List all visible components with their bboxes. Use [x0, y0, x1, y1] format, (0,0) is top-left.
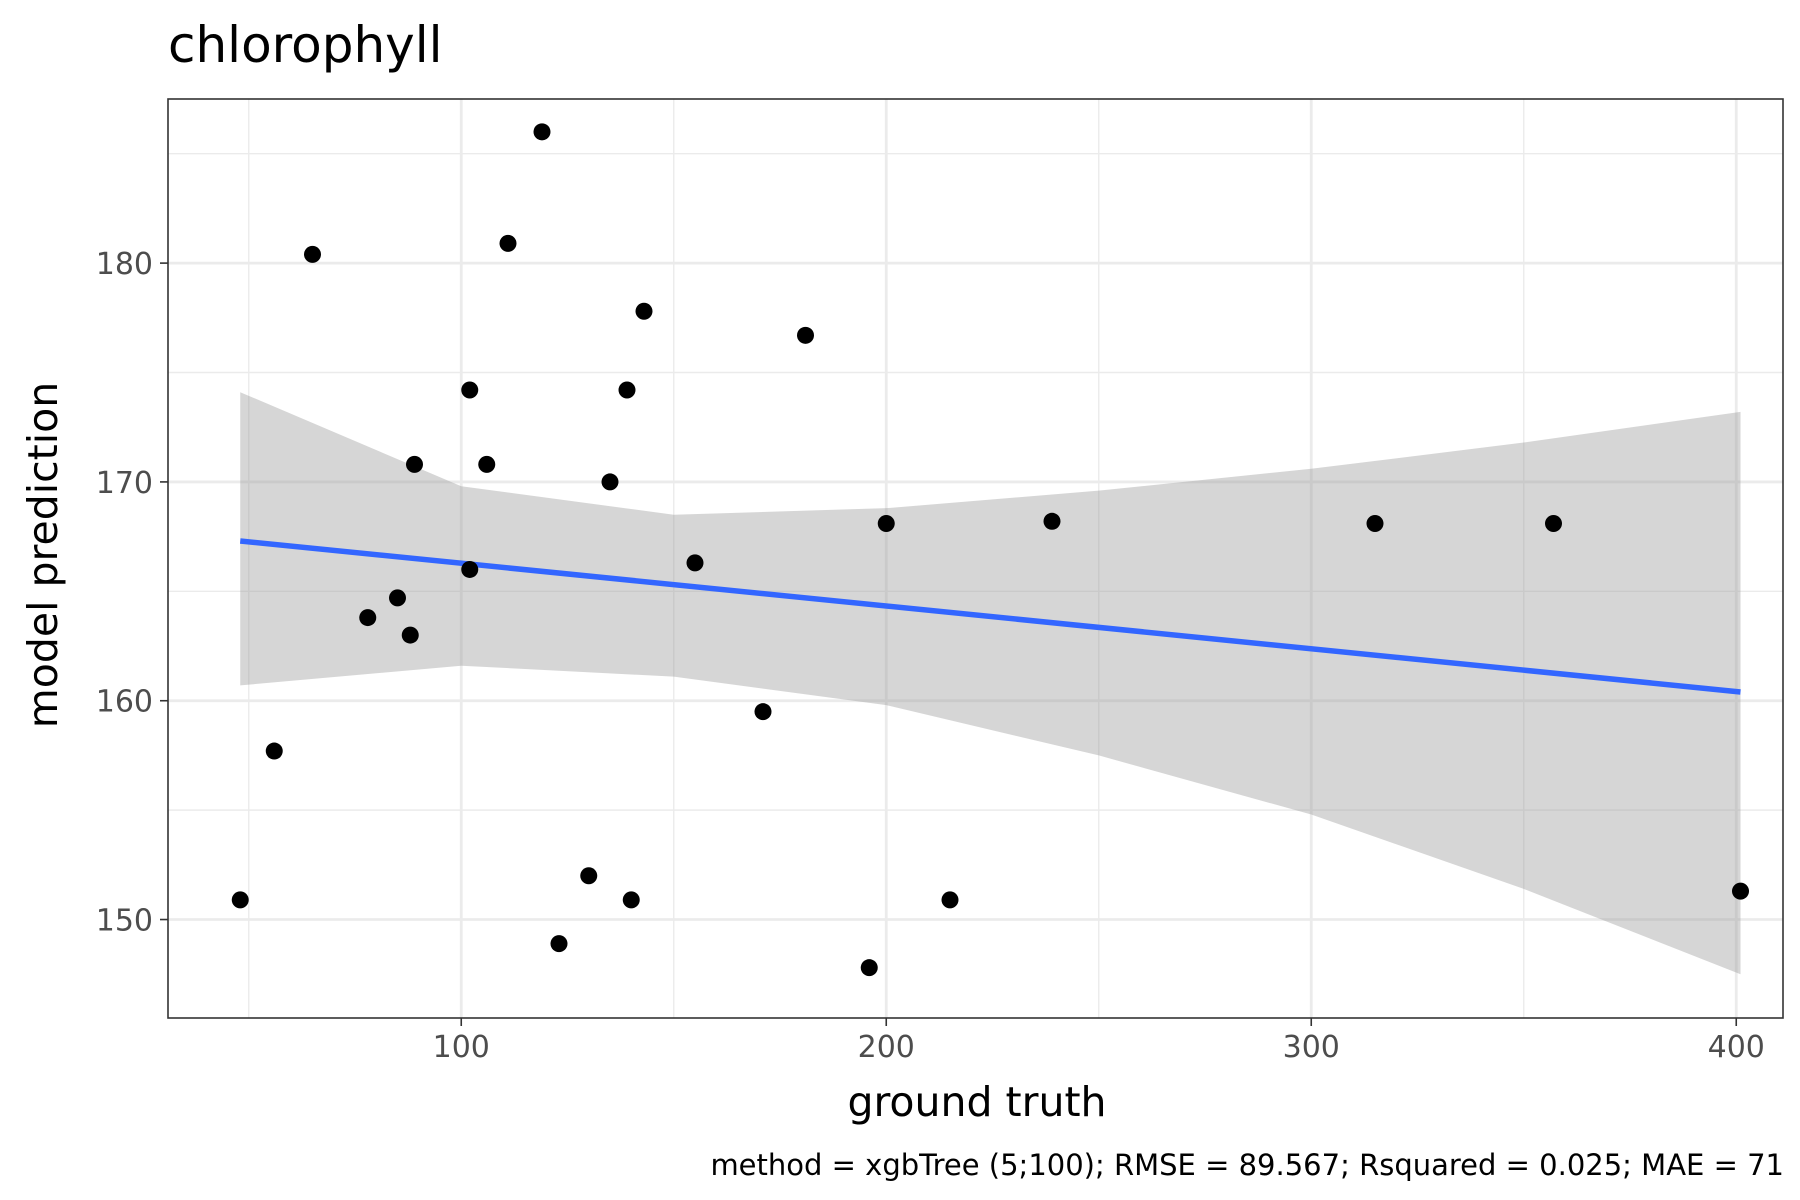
data-point [1545, 514, 1562, 532]
data-point [580, 867, 598, 885]
x-tick-label: 300 [1283, 1030, 1340, 1065]
data-point [635, 302, 653, 320]
data-point [401, 626, 419, 644]
data-point [618, 381, 636, 399]
trend-line [239, 538, 1741, 695]
data-point [550, 935, 568, 953]
data-point [231, 891, 249, 909]
grid [168, 99, 1783, 1018]
data-point [1366, 514, 1384, 532]
data-point [406, 455, 423, 473]
data-point [499, 234, 517, 252]
x-axis-label: ground truth [847, 1078, 1106, 1126]
data-point [304, 245, 321, 263]
y-tick-label: 180 [96, 247, 153, 282]
axis-ticks: 100 200 300 400 150 160 170 180 [96, 247, 1765, 1065]
x-tick-label: 400 [1708, 1030, 1765, 1065]
data-point [478, 455, 496, 473]
data-point [601, 473, 619, 491]
y-tick-label: 170 [96, 466, 153, 501]
data-point [265, 742, 283, 760]
data-point [754, 703, 772, 721]
chart-caption: method = xgbTree (5;100); RMSE = 89.567;… [710, 1148, 1784, 1182]
x-tick-label: 200 [858, 1030, 915, 1065]
data-point [877, 514, 895, 532]
data-point [797, 326, 814, 344]
x-tick-label: 100 [433, 1030, 490, 1065]
chart-title: chlorophyll [168, 16, 443, 74]
points-layer [231, 123, 1749, 977]
y-axis-label: model prediction [19, 382, 67, 728]
data-point [533, 123, 551, 141]
confidence-band-layer [240, 392, 1741, 975]
data-point [461, 560, 479, 578]
data-point [622, 891, 640, 909]
data-point [461, 381, 479, 399]
data-point [860, 959, 878, 977]
data-point [1043, 512, 1061, 530]
trend-line-layer [239, 538, 1741, 695]
confidence-band [240, 392, 1741, 975]
data-point [1732, 882, 1749, 900]
data-point [389, 589, 406, 607]
y-tick-label: 150 [96, 904, 153, 939]
data-point [359, 609, 377, 627]
data-point [941, 891, 959, 909]
panel-border [167, 98, 1784, 1019]
y-tick-label: 160 [96, 685, 153, 720]
data-point [686, 554, 704, 572]
